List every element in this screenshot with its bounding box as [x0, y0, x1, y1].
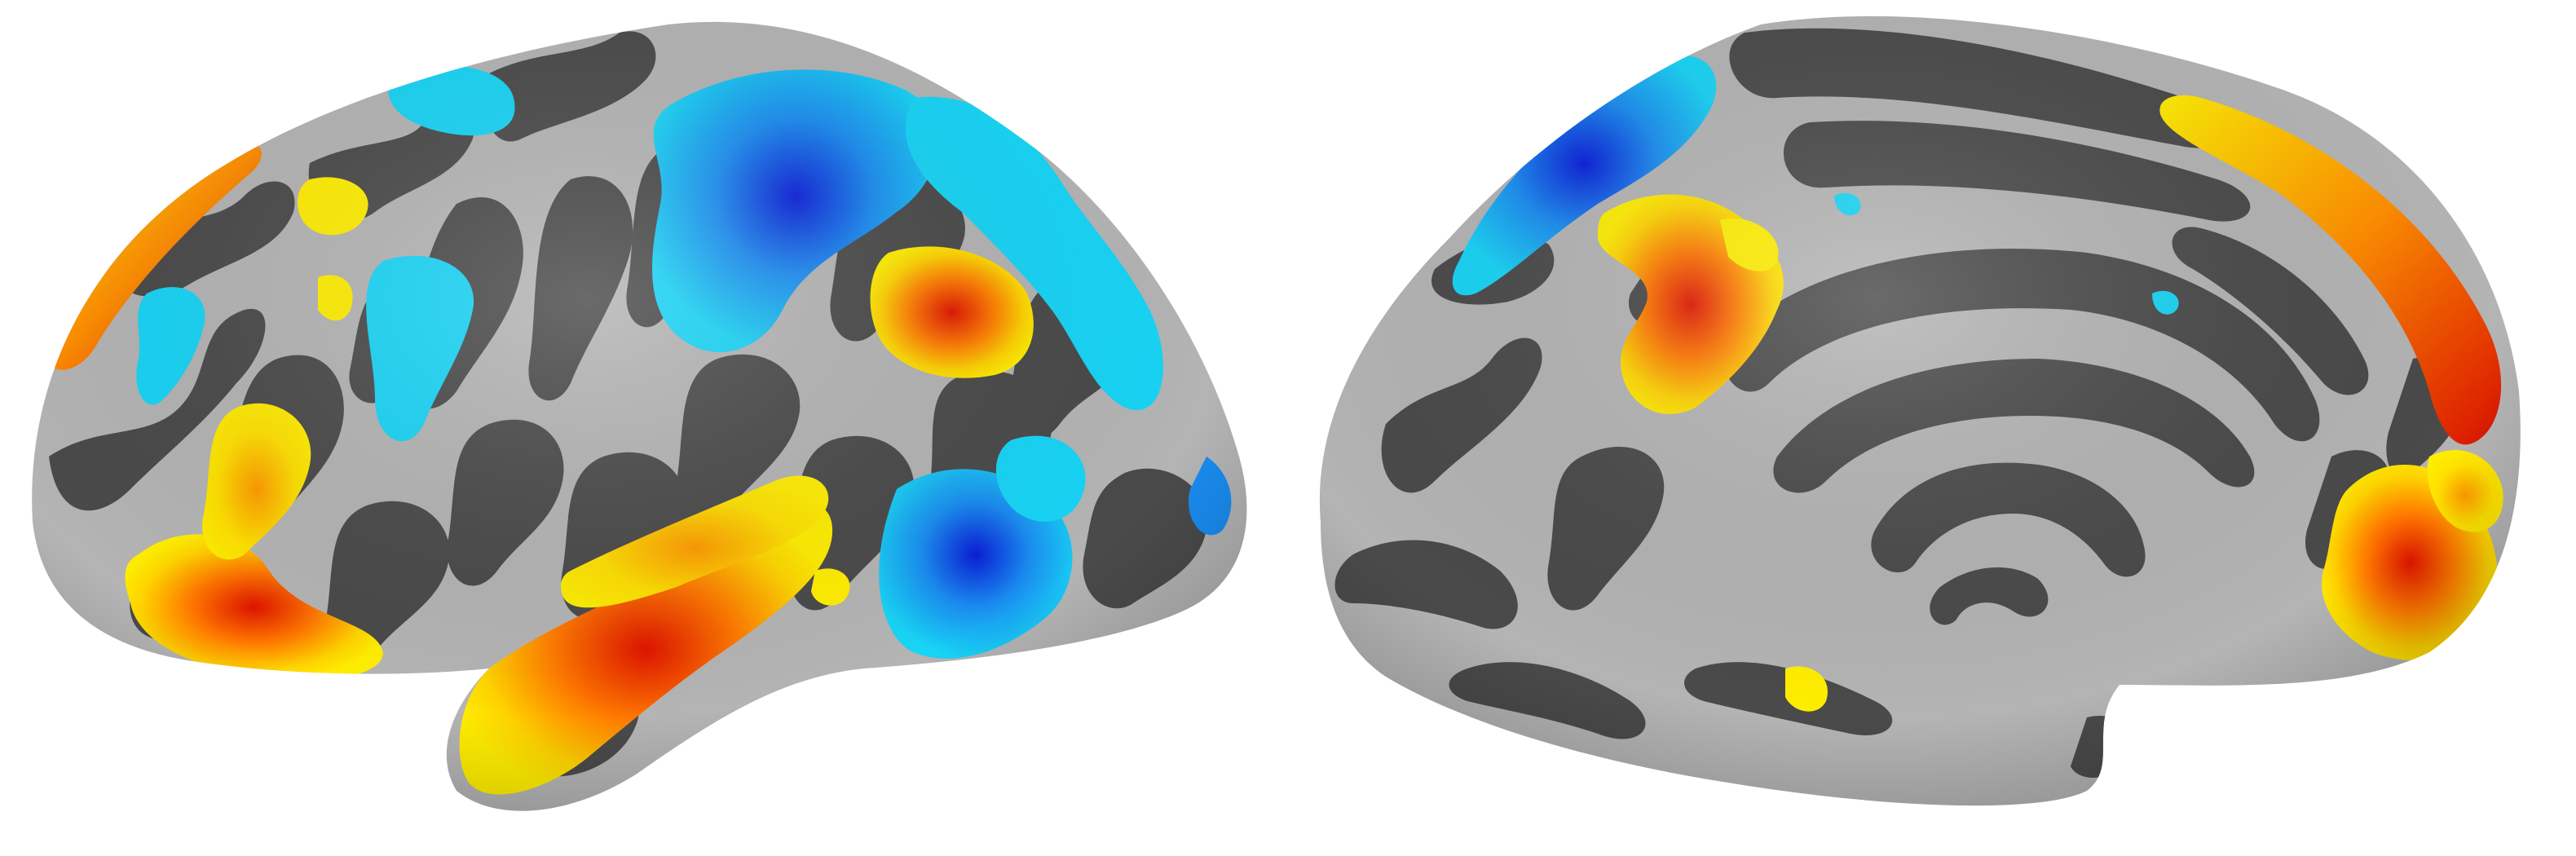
medial-hemisphere [1319, 15, 2521, 806]
lateral-hemisphere [32, 21, 1247, 811]
